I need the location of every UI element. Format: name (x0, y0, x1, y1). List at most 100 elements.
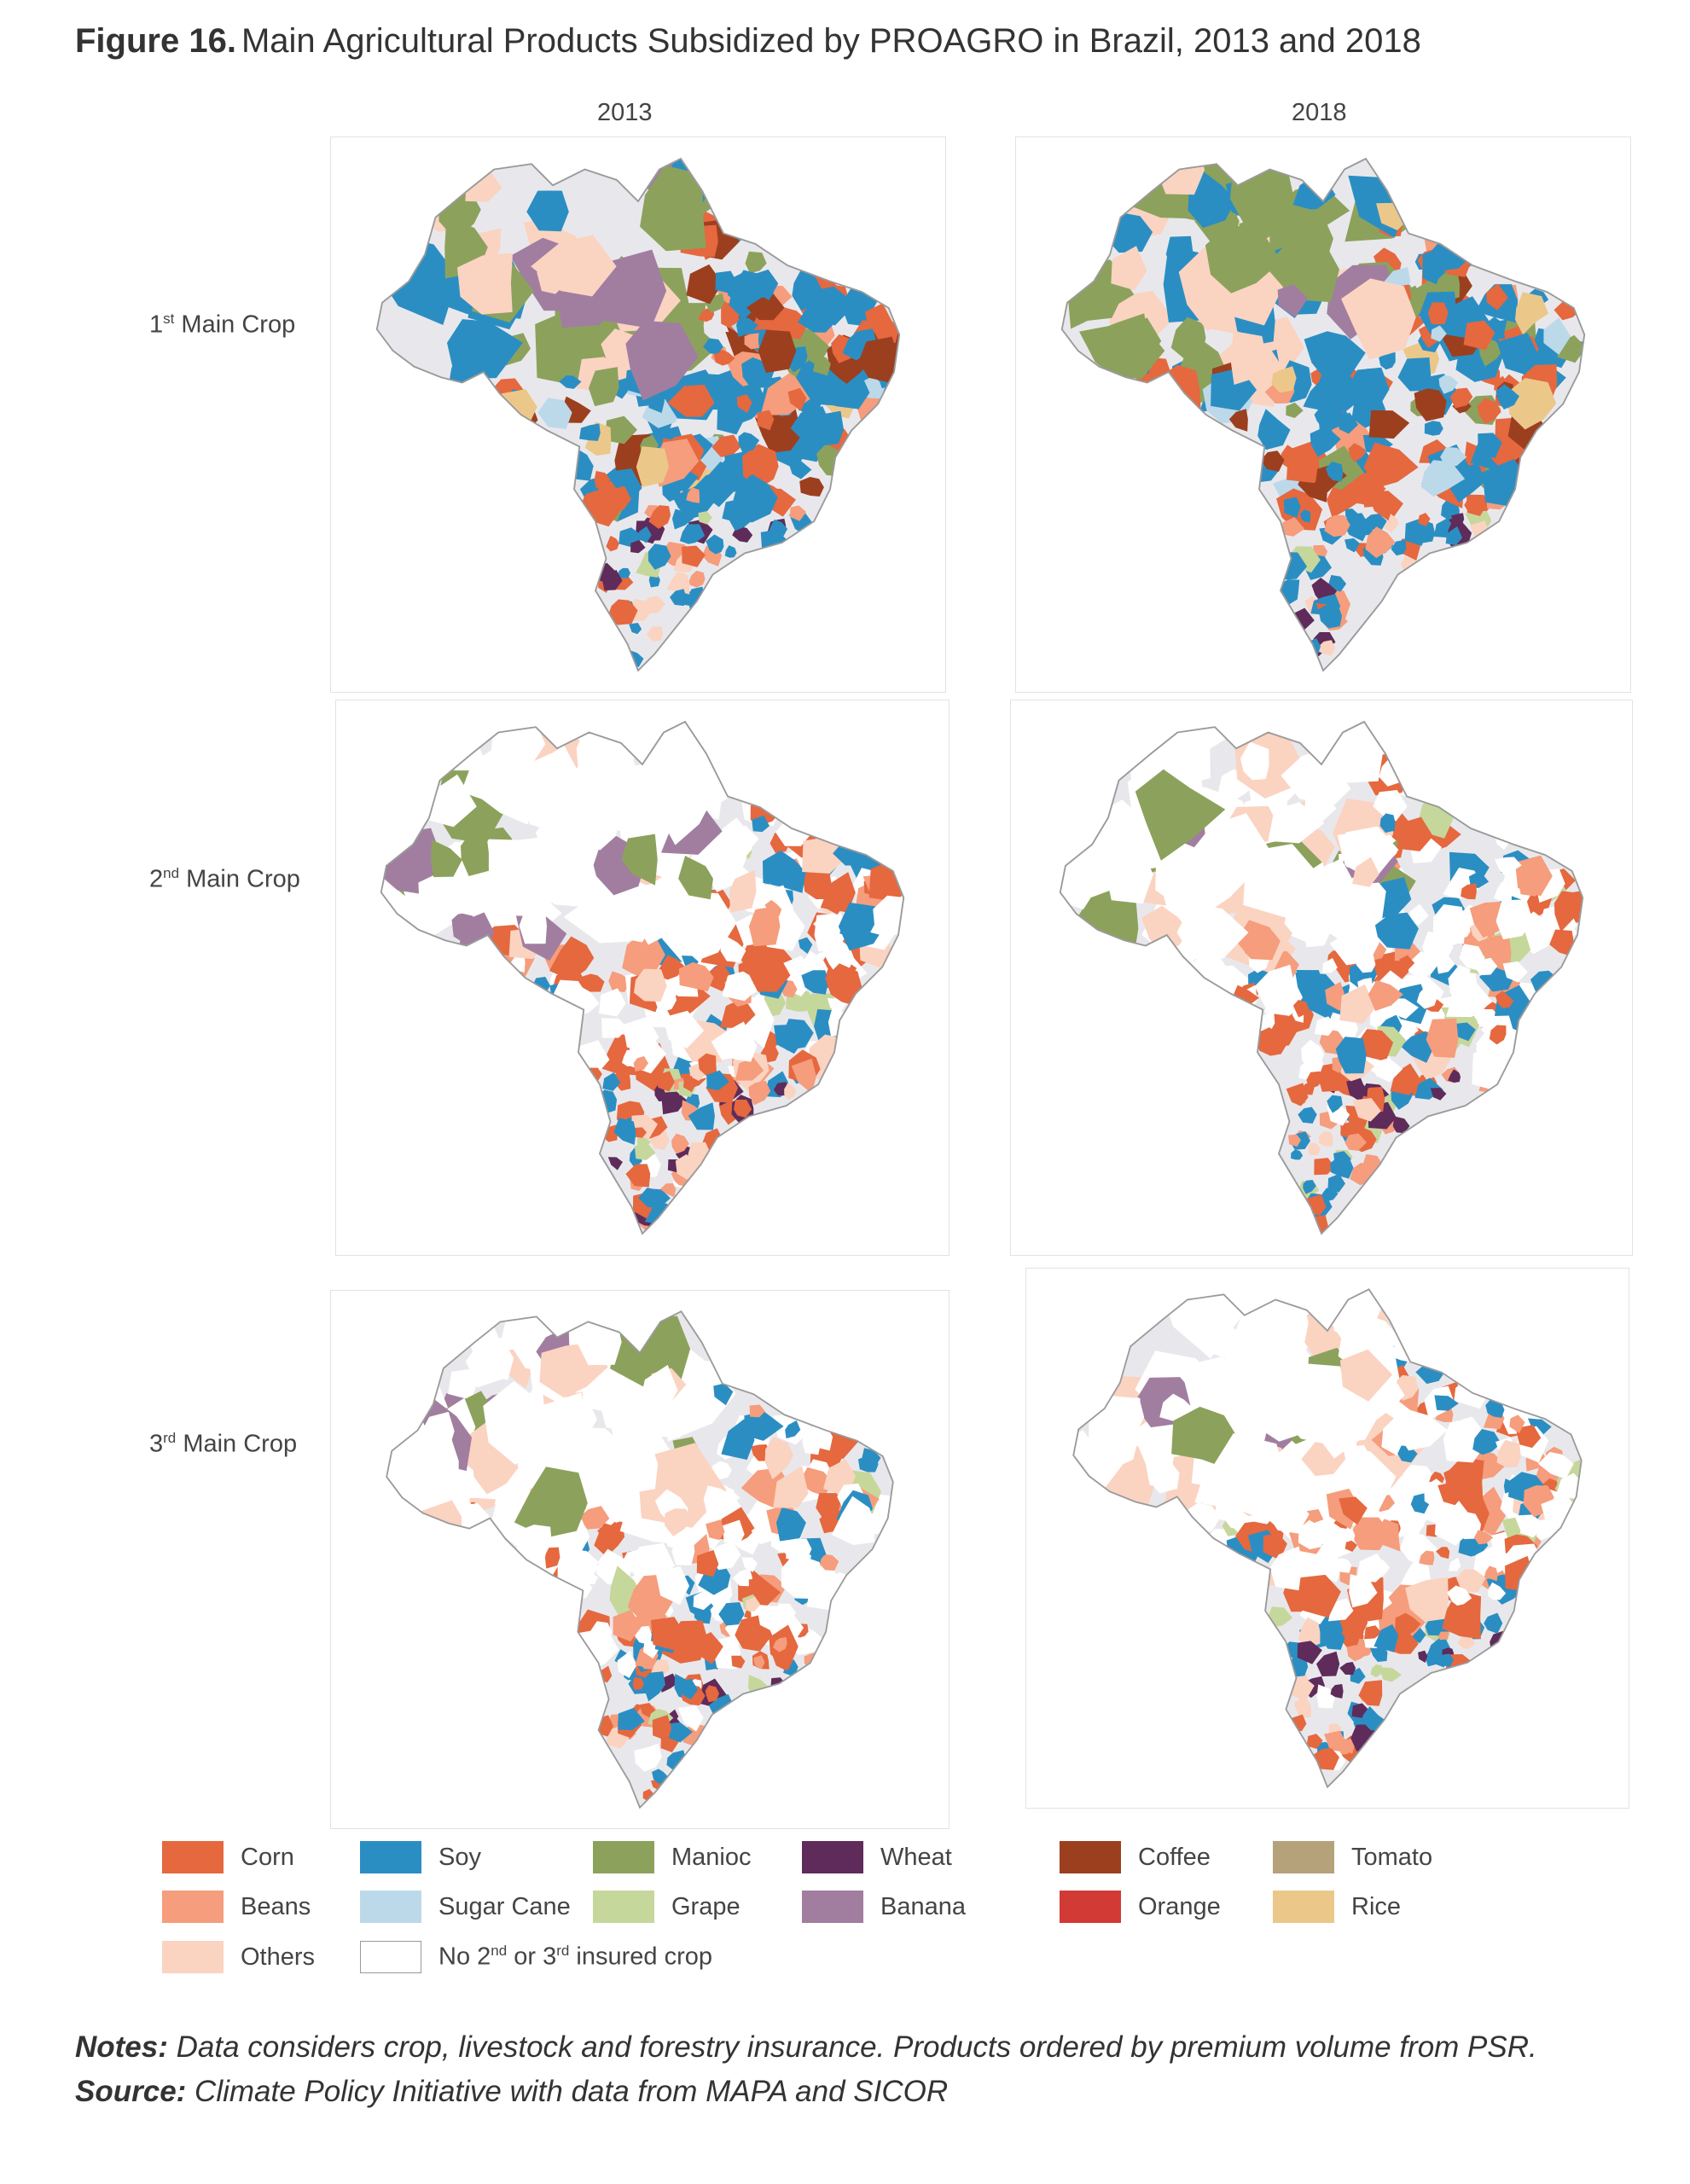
municipality-patches (1073, 1289, 1582, 1771)
municipality-patch (1554, 891, 1579, 932)
municipality-patch (1339, 1661, 1356, 1676)
municipality-patch (602, 1072, 621, 1091)
municipality-patch (744, 1411, 784, 1441)
municipality-patch (1455, 1568, 1486, 1593)
municipality-patch (1299, 509, 1311, 523)
municipality-patch (1322, 873, 1379, 954)
municipality-patch (1400, 1031, 1435, 1063)
municipality-patch (457, 253, 513, 315)
municipality-patch (652, 1769, 668, 1784)
municipality-patch (1495, 990, 1514, 1008)
municipality-patch (858, 336, 900, 383)
municipality-patch (1437, 926, 1460, 947)
municipality-patch (705, 293, 725, 313)
municipality-patch (618, 1707, 645, 1731)
municipality-patch (617, 567, 631, 578)
municipality-patch (1449, 516, 1464, 531)
municipality-patch (483, 1380, 549, 1465)
municipality-patch (1476, 1041, 1499, 1065)
municipality-patch (748, 1080, 771, 1106)
municipality-patch (584, 487, 624, 527)
municipality-patch (1183, 841, 1252, 916)
municipality-patch (633, 968, 667, 1002)
municipality-patch (798, 937, 813, 954)
municipality-patch (1357, 1029, 1394, 1062)
legend-label-wheat: Wheat (880, 1843, 952, 1871)
municipality-patch (752, 815, 770, 833)
municipality-patches (1060, 722, 1583, 1234)
municipality-patch (1298, 1107, 1317, 1124)
municipality-patch (625, 1164, 651, 1188)
legend-item-beans: Beans (162, 1891, 311, 1923)
municipality-patch (514, 1467, 588, 1538)
legend-label-no-insured-crop: No 2nd or 3rd insured crop (438, 1943, 712, 1971)
municipality-patch (1178, 245, 1262, 331)
municipality-patch (639, 767, 681, 816)
municipality-patch (1356, 1553, 1389, 1583)
municipality-patch (1373, 1623, 1399, 1653)
municipality-patch (1445, 979, 1493, 1018)
municipality-patch (813, 367, 856, 407)
municipality-patch (634, 1142, 656, 1160)
municipality-patch (1400, 556, 1420, 572)
municipality-patch (746, 294, 785, 321)
municipality-patch (519, 909, 547, 944)
municipality-patch (706, 1070, 729, 1090)
municipality-patch (1308, 1142, 1321, 1156)
municipality-patch (715, 832, 752, 866)
municipality-patch (1348, 443, 1367, 462)
municipality-patch (1268, 802, 1325, 844)
municipality-patch (688, 570, 706, 588)
municipality-patch (549, 936, 595, 981)
municipality-patch (1379, 1667, 1403, 1682)
municipality-patch (1365, 526, 1396, 559)
municipality-patch (1484, 1612, 1503, 1635)
municipality-patch (1293, 1698, 1311, 1718)
municipality-patch (1352, 1079, 1368, 1097)
municipality-patch (698, 1053, 717, 1077)
municipality-patch (1346, 367, 1390, 408)
legend-item-rice: Rice (1273, 1891, 1401, 1923)
municipality-patch (648, 543, 671, 570)
source-text: Climate Policy Initiative with data from… (186, 2075, 949, 2108)
municipality-patch (799, 477, 824, 497)
legend-label-corn: Corn (241, 1843, 294, 1871)
municipality-patch (1448, 1557, 1461, 1571)
municipality-patch (679, 930, 695, 955)
municipality-patch (1397, 357, 1432, 392)
legend-swatch-manioc (593, 1841, 654, 1873)
legend-item-coffee: Coffee (1060, 1841, 1211, 1873)
municipality-patch (671, 1133, 689, 1154)
municipality-patch (1368, 979, 1403, 1011)
municipality-patch (839, 907, 874, 938)
municipality-patch (1321, 1188, 1339, 1202)
map-legend: Corn Beans Others Soy Sugar Cane No 2nd … (162, 1841, 1570, 1978)
municipality-patch (544, 1547, 560, 1569)
legend-item-manioc: Manioc (593, 1841, 752, 1873)
municipality-patch (1352, 1098, 1381, 1122)
legend-item-tomato: Tomato (1273, 1841, 1432, 1873)
municipality-patch (1327, 1173, 1345, 1193)
municipality-patch (656, 1071, 675, 1092)
municipality-patch (1461, 883, 1477, 900)
municipality-patch (696, 1549, 719, 1577)
municipality-patch (1203, 1432, 1288, 1523)
municipality-patch (1472, 1428, 1501, 1455)
municipality-patch (813, 357, 831, 376)
municipality-patch (663, 1010, 705, 1048)
municipality-patch (386, 1430, 459, 1513)
municipality-patch (1434, 1395, 1459, 1411)
municipality-patch (703, 338, 723, 354)
municipality-patch (682, 545, 706, 567)
municipality-patch (1488, 1582, 1507, 1600)
municipality-patch (731, 1655, 746, 1669)
municipality-patch (1409, 903, 1429, 926)
municipality-patch (625, 321, 699, 401)
brazil-border (375, 157, 901, 672)
municipality-patch (1267, 1606, 1293, 1628)
municipality-patch (1349, 1574, 1378, 1608)
municipality-patch (1473, 957, 1498, 976)
brazil-border (380, 720, 905, 1235)
municipality-patch (629, 623, 642, 635)
municipality-patch (1356, 955, 1376, 973)
